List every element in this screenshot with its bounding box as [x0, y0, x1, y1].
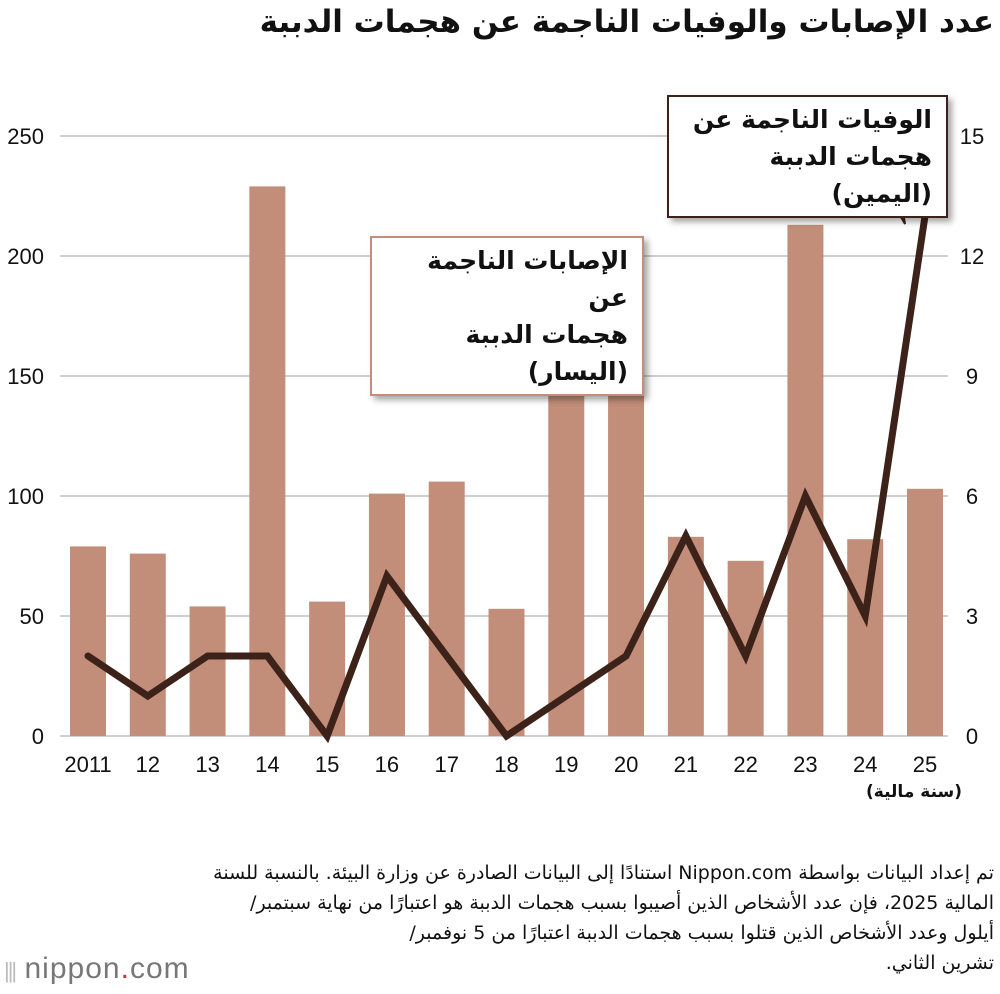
bar: [907, 488, 943, 736]
deaths-callout-line1: الوفيات الناجمة عن: [692, 105, 932, 134]
left-tick-label: 250: [7, 124, 44, 149]
chart: 0 0 50 3 100 6 150 9 200 12 250 15 2011 12 13 14 15 16 17 1…: [7, 124, 984, 777]
right-tick-label: 3: [966, 604, 978, 629]
right-tick-label: 6: [966, 484, 978, 509]
x-tick-label: 14: [255, 752, 279, 777]
bar: [608, 361, 645, 736]
footnote-line: أيلول وعدد الأشخاص الذين قتلوا بسبب هجما…: [409, 922, 994, 944]
bar: [189, 606, 226, 736]
injuries-callout-line1: الإصابات الناجمة عن: [427, 246, 628, 312]
x-tick-label: 20: [614, 752, 638, 777]
x-tick-label: 24: [853, 752, 877, 777]
footnote-line: تشرين الثاني.: [885, 952, 994, 974]
injuries-callout-line2: هجمات الدببة (اليسار): [465, 320, 628, 386]
bar: [787, 224, 824, 737]
x-tick-label: 21: [674, 752, 698, 777]
bar: [667, 536, 704, 736]
bar: [847, 539, 884, 736]
deaths-callout: الوفيات الناجمة عن هجمات الدببة (اليمين): [667, 95, 948, 218]
bar: [70, 546, 106, 736]
x-tick-label: 2011: [64, 752, 111, 777]
bar: [428, 481, 465, 736]
right-tick-label: 15: [960, 124, 984, 149]
x-tick-label: 12: [136, 752, 160, 777]
footnote-line: المالية 2025، فإن عدد الأشخاص الذين أصيب…: [250, 892, 994, 914]
x-tick-label: 17: [434, 752, 458, 777]
x-tick-label: 25: [913, 752, 937, 777]
left-tick-label: 150: [7, 364, 44, 389]
left-tick-label: 0: [32, 724, 44, 749]
x-tick-label: 16: [375, 752, 399, 777]
deaths-callout-line2: هجمات الدببة (اليمين): [769, 142, 932, 208]
x-tick-label: 23: [793, 752, 817, 777]
x-tick-label: 18: [494, 752, 518, 777]
left-tick-label: 100: [7, 484, 44, 509]
bar: [548, 361, 585, 736]
footnote: تم إعداد البيانات بواسطة Nippon.com استن…: [4, 858, 994, 978]
right-tick-label: 12: [960, 244, 984, 269]
injuries-callout: الإصابات الناجمة عن هجمات الدببة (اليسار…: [370, 236, 644, 396]
chart-title: عدد الإصابات والوفيات الناجمة عن هجمات ا…: [259, 4, 994, 40]
x-tick-label: 15: [315, 752, 339, 777]
nippon-logo: ||| nippon.com: [4, 952, 190, 985]
x-tick-label: 13: [195, 752, 219, 777]
left-tick-label: 200: [7, 244, 44, 269]
left-tick-label: 50: [20, 604, 44, 629]
x-axis-label: (سنة مالية): [866, 782, 962, 802]
right-tick-label: 9: [966, 364, 978, 389]
footnote-line: تم إعداد البيانات بواسطة Nippon.com استن…: [213, 862, 994, 884]
bar: [249, 186, 286, 736]
right-tick-label: 0: [966, 724, 978, 749]
bar: [129, 553, 166, 736]
x-tick-label: 19: [554, 752, 578, 777]
x-tick-label: 22: [733, 752, 757, 777]
